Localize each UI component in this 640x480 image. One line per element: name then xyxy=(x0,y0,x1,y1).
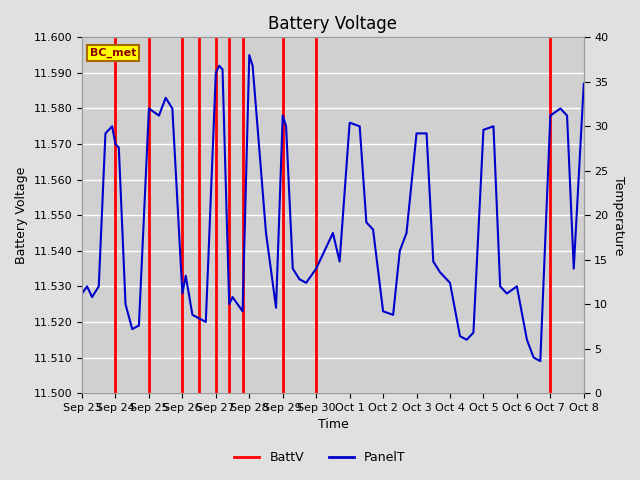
Y-axis label: Battery Voltage: Battery Voltage xyxy=(15,167,28,264)
Text: BC_met: BC_met xyxy=(90,48,136,58)
Title: Battery Voltage: Battery Voltage xyxy=(268,15,397,33)
Y-axis label: Temperature: Temperature xyxy=(612,176,625,255)
Legend: BattV, PanelT: BattV, PanelT xyxy=(229,446,411,469)
X-axis label: Time: Time xyxy=(317,419,348,432)
